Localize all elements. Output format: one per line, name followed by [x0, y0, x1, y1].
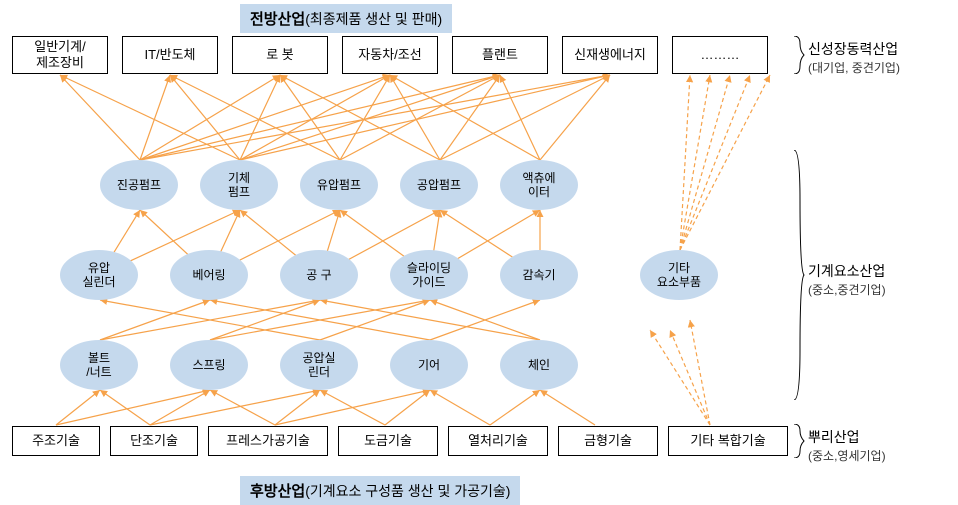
side-label-mid-main: 기계요소산업: [808, 262, 886, 282]
ellipse-node: 유압펌프: [300, 160, 378, 210]
brace-bot: [792, 424, 806, 458]
top-box: 로 봇: [232, 36, 328, 74]
top-box: 플랜트: [452, 36, 548, 74]
side-label-top: 신성장동력산업 (대기업, 중견기업): [808, 40, 900, 76]
ellipse-node: 진공펌프: [100, 160, 178, 210]
bottom-box: 도금기술: [338, 426, 438, 456]
ellipse-node: 공압실 린더: [280, 340, 358, 390]
bottom-banner-sub: (기계요소 구성품 생산 및 가공기술): [305, 483, 510, 499]
top-banner-title: 전방산업: [250, 11, 305, 28]
ellipse-node: 감속기: [500, 250, 578, 300]
ellipse-node: 체인: [500, 340, 578, 390]
top-box: ………: [672, 36, 768, 74]
ellipse-node: 유압 실린더: [60, 250, 138, 300]
ellipse-node: 기어: [390, 340, 468, 390]
brace-mid: [792, 150, 806, 400]
side-label-top-main: 신성장동력산업: [808, 40, 900, 60]
bottom-box: 열처리기술: [448, 426, 548, 456]
top-box: 일반기계/ 제조장비: [12, 36, 108, 74]
bottom-box: 프레스가공기술: [208, 426, 328, 456]
ellipse-node: 베어링: [170, 250, 248, 300]
top-box: IT/반도체: [122, 36, 218, 74]
ellipse-node: 공 구: [280, 250, 358, 300]
side-label-bot: 뿌리산업 (중소,영세기업): [808, 428, 886, 464]
top-box: 신재생에너지: [562, 36, 658, 74]
ellipse-node: 볼트 /너트: [60, 340, 138, 390]
brace-top: [792, 36, 806, 74]
side-label-mid-sub: (중소,중견기업): [808, 282, 886, 299]
diagram-canvas: 전방산업(최종제품 생산 및 판매) 후방산업(기계요소 구성품 생산 및 가공…: [0, 0, 958, 505]
ellipse-node: 공압펌프: [400, 160, 478, 210]
ellipse-node: 액츄에 이터: [500, 160, 578, 210]
bottom-box: 단조기술: [110, 426, 198, 456]
top-banner-sub: (최종제품 생산 및 판매): [305, 11, 442, 27]
ellipse-node: 기타 요소부품: [640, 250, 718, 300]
bottom-box: 주조기술: [12, 426, 100, 456]
bottom-banner-title: 후방산업: [250, 483, 305, 500]
side-label-mid: 기계요소산업 (중소,중견기업): [808, 262, 886, 298]
ellipse-node: 슬라이딩 가이드: [390, 250, 468, 300]
top-banner: 전방산업(최종제품 생산 및 판매): [240, 4, 452, 33]
bottom-banner: 후방산업(기계요소 구성품 생산 및 가공기술): [240, 476, 520, 505]
ellipse-node: 기체 펌프: [200, 160, 278, 210]
side-label-bot-main: 뿌리산업: [808, 428, 886, 448]
ellipse-node: 스프링: [170, 340, 248, 390]
top-box: 자동차/조선: [342, 36, 438, 74]
side-label-bot-sub: (중소,영세기업): [808, 448, 886, 465]
bottom-box: 금형기술: [558, 426, 658, 456]
bottom-box: 기타 복합기술: [668, 426, 788, 456]
side-label-top-sub: (대기업, 중견기업): [808, 60, 900, 77]
